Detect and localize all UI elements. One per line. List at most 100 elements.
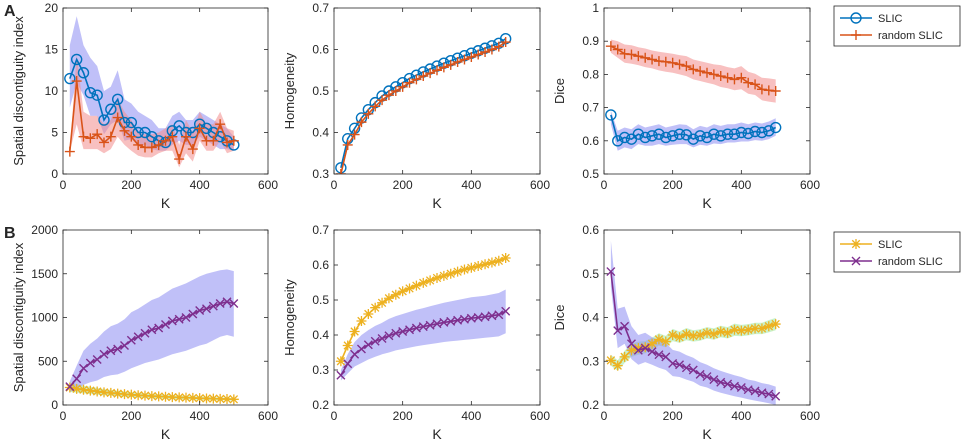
chart-b-1-ytick-label-0: 0 [51, 398, 58, 412]
chart-a-3-series-1-point-4 [633, 51, 644, 62]
chart-b-1-series-0-point-18 [187, 392, 198, 403]
chart-b-1-series-1-point-7 [113, 344, 123, 354]
chart-b-3-series-0-point-6 [647, 338, 658, 349]
chart-a-1-series-1-point-5 [99, 137, 109, 148]
legend-a-entry-1: random SLIC [878, 30, 943, 42]
chart-a-3-series-1-point-20 [743, 77, 754, 88]
legend-b-marker-1 [851, 256, 861, 266]
chart-b-1-xtick-label-1: 200 [121, 409, 141, 423]
chart-b-2: 0 200 400 600 0.2 0.3 0.4 0.5 0.6 0.7 K Homogeneity [282, 223, 550, 442]
chart-a-2-series-1-point-16 [445, 59, 456, 70]
chart-a-2-ytick-label-1: 0.4 [312, 126, 329, 140]
chart-b-2-xlabel: K [432, 426, 442, 442]
chart-a-3-series-1-point-0 [605, 41, 616, 52]
chart-b-3-series-0-point-4 [633, 343, 644, 354]
chart-b-2-series-0-point-21 [480, 259, 491, 270]
chart-a-1-series-1-point-19 [194, 123, 205, 134]
chart-a-1-ytick-label-0: 0 [51, 167, 58, 181]
chart-b-3-series-0-point-18 [729, 324, 740, 335]
chart-b-1-series-1-point-14 [161, 320, 170, 329]
chart-a-3-series-0-point-2 [618, 131, 631, 144]
chart-b-1-ytick-label-1: 500 [38, 354, 58, 368]
chart-b-2-series-1-point-3 [356, 344, 366, 354]
chart-a-3-series-0-point-22 [756, 126, 768, 139]
chart-b-2-series-1-point-9 [398, 327, 408, 336]
chart-a-1-series-0-point-10 [132, 126, 144, 139]
chart-a-2-series-1-point-0 [335, 169, 346, 174]
chart-b-1-series-1-point-18 [188, 309, 198, 319]
chart-a-2-plot-content [335, 33, 512, 174]
chart-a-3-series-1-point-22 [756, 84, 767, 95]
chart-b-1-series-0-point-4 [92, 386, 103, 397]
chart-a-2-series-1-point-9 [397, 81, 408, 92]
chart-b-1-series-0-point-13 [153, 391, 164, 402]
chart-b-2-series-0-point-7 [383, 293, 394, 304]
chart-b-3-series-1-point-2 [620, 321, 630, 331]
legend-a: SLIC random SLIC [833, 5, 961, 47]
chart-b-1-series-0-point-9 [126, 389, 137, 400]
chart-b-2-series-0-point-2 [349, 326, 360, 337]
chart-a-1-ytick-label-2: 10 [45, 84, 59, 98]
chart-a-2-series-1-point-23 [493, 41, 504, 52]
chart-a-3-series-0-point-10 [673, 128, 686, 140]
chart-b-1-series-0-point-22 [215, 393, 226, 404]
chart-a-3-series-1-point-21 [750, 79, 761, 90]
chart-a-3-series-1-point-12 [688, 64, 699, 75]
chart-b-2-series-0-point-3 [356, 316, 367, 326]
chart-a-1-series-1-point-8 [119, 125, 130, 136]
chart-b-1-ytick-label-3: 1500 [31, 267, 58, 281]
chart-b-3-series-0-point-10 [674, 332, 685, 343]
chart-a-3-series-1-point-6 [647, 54, 658, 65]
chart-b-2-series-1-point-14 [432, 319, 442, 329]
chart-a-2-ytick-label-4: 0.7 [312, 1, 329, 15]
chart-b-1-series-1-point-15 [167, 316, 177, 326]
chart-b-3-series-0-point-7 [653, 334, 664, 345]
chart-b-1-series-1-point-17 [181, 313, 191, 322]
chart-a-2-series-1-point-3 [356, 117, 367, 128]
chart-b-3-series-1-point-23 [764, 389, 774, 399]
chart-b-1-series-0-point-17 [181, 392, 191, 403]
chart-b-2-series-0-point-8 [390, 289, 401, 300]
chart-b-1-series-1-point-11 [140, 328, 150, 338]
chart-b-3-series-0-point-8 [660, 336, 671, 347]
chart-a-1-series-1-point-0 [64, 146, 75, 157]
chart-a-3-series-0-point-24 [769, 121, 782, 134]
chart-b-1-ytick-label-4: 2000 [31, 223, 58, 237]
chart-b-3-xtick-label-3: 600 [800, 409, 820, 423]
chart-a-1-series-0-point-4 [91, 89, 103, 101]
chart-b-1-series-1-point-21 [208, 301, 218, 311]
chart-a-3-xlabel: K [702, 195, 712, 211]
chart-b-2-series-0-point-23 [493, 255, 504, 266]
legend-b-entry-0: SLIC [878, 239, 903, 251]
chart-b-2-ytick-label-3: 0.5 [312, 293, 329, 307]
chart-b-3-series-1-point-20 [743, 385, 753, 395]
chart-b-2-series-0-point-13 [425, 275, 436, 286]
chart-b-2-ylabel: Homogeneity [282, 279, 297, 356]
chart-a-1-xlabel: K [161, 195, 171, 211]
chart-b-3-series-1-point-21 [750, 386, 760, 396]
chart-b-2-xtick-label-1: 200 [393, 409, 413, 423]
chart-b-3-series-0-point-2 [619, 351, 630, 362]
chart-a-2-xtick-label-3: 600 [530, 178, 550, 192]
chart-a-1-xtick-label-3: 600 [258, 178, 278, 192]
chart-a-3-series-0-point-8 [660, 131, 672, 144]
chart-a-1-series-1-point-7 [112, 112, 123, 123]
chart-a-1-series-1-point-13 [153, 139, 164, 150]
chart-b-3-series-0-point-15 [708, 329, 719, 340]
chart-b-3-ytick-label-1: 0.3 [582, 354, 599, 368]
chart-a-1-xtick-label-0: 0 [60, 178, 67, 192]
chart-a-3-series-1-point-10 [674, 59, 685, 70]
chart-b-2-series-1-point-10 [405, 325, 415, 335]
chart-b-1-series-0-point-24 [228, 394, 239, 405]
chart-b-1-series-1-point-3 [85, 358, 95, 368]
chart-a-2-series-1-point-8 [390, 86, 401, 96]
chart-b-2-series-1-point-1 [343, 359, 353, 369]
chart-b-1-ytick-label-2: 1000 [31, 311, 58, 325]
chart-b-3-series-1-point-0 [606, 267, 616, 277]
chart-a-3-xtick-label-2: 400 [731, 178, 751, 192]
chart-b-3-series-0-point-24 [770, 319, 781, 330]
chart-a-1-series-1-point-6 [105, 131, 116, 142]
chart-b-2-ytick-label-2: 0.4 [312, 328, 329, 342]
chart-b-3-series-0-point-3 [626, 345, 637, 356]
